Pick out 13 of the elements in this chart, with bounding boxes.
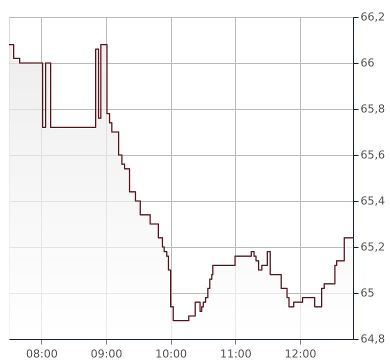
x-tick-label: 11:00 <box>220 348 252 360</box>
x-tick-label: 12:00 <box>284 348 316 360</box>
x-tick-label: 10:00 <box>155 348 188 360</box>
y-tick-label: 66 <box>360 56 374 70</box>
y-tick-label: 65,2 <box>360 240 385 254</box>
y-tick-label: 65,8 <box>360 102 385 116</box>
y-tick-label: 64,8 <box>360 332 385 346</box>
x-tick-label: 08:00 <box>26 348 58 360</box>
y-tick-label: 65,6 <box>360 148 385 162</box>
x-tick-label: 09:00 <box>90 348 122 360</box>
y-tick-label: 66,2 <box>360 10 385 24</box>
y-tick-label: 65,4 <box>360 194 385 208</box>
y-tick-label: 65 <box>360 286 374 300</box>
